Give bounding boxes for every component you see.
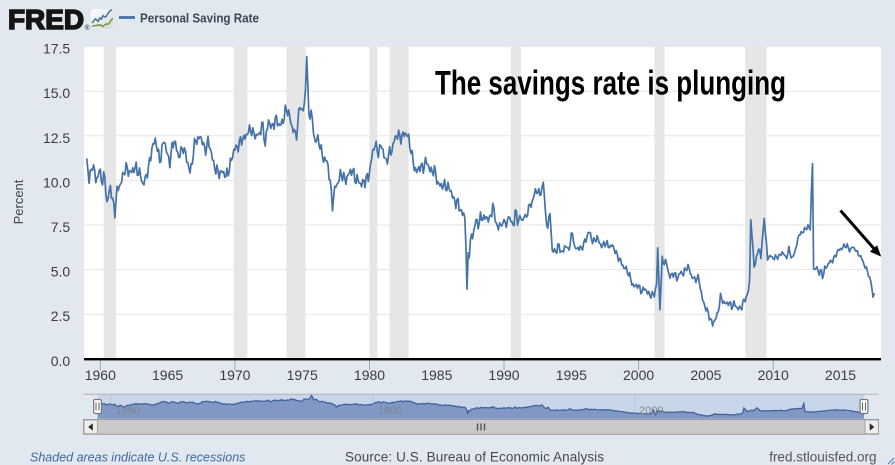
svg-text:®: ® xyxy=(85,24,91,32)
svg-text:17.5: 17.5 xyxy=(43,41,70,57)
svg-text:2000: 2000 xyxy=(639,405,663,417)
svg-text:FRED: FRED xyxy=(8,4,84,35)
svg-text:5.0: 5.0 xyxy=(51,264,71,280)
svg-text:The savings rate is plunging: The savings rate is plunging xyxy=(435,65,786,103)
svg-text:1995: 1995 xyxy=(556,367,587,383)
svg-text:Source: U.S. Bureau of Economi: Source: U.S. Bureau of Economic Analysis xyxy=(345,450,604,465)
svg-text:1985: 1985 xyxy=(421,367,452,383)
svg-text:1990: 1990 xyxy=(488,367,519,383)
svg-text:2005: 2005 xyxy=(690,367,721,383)
svg-text:Percent: Percent xyxy=(11,179,26,224)
svg-text:2.5: 2.5 xyxy=(51,308,71,324)
svg-text:1965: 1965 xyxy=(152,367,183,383)
svg-text:1975: 1975 xyxy=(287,367,318,383)
svg-text:Shaded areas indicate U.S. rec: Shaded areas indicate U.S. recessions xyxy=(30,451,245,465)
svg-text:1980: 1980 xyxy=(354,367,385,383)
svg-text:1970: 1970 xyxy=(219,367,250,383)
svg-text:1960: 1960 xyxy=(116,405,140,417)
svg-text:12.5: 12.5 xyxy=(43,130,70,146)
svg-text:10.0: 10.0 xyxy=(43,174,70,190)
svg-text:2015: 2015 xyxy=(825,367,856,383)
svg-text:7.5: 7.5 xyxy=(51,219,71,235)
svg-text:0.0: 0.0 xyxy=(51,353,71,369)
svg-text:1980: 1980 xyxy=(378,405,402,417)
svg-text:1960: 1960 xyxy=(85,367,116,383)
svg-text:15.0: 15.0 xyxy=(43,85,70,101)
svg-text:2000: 2000 xyxy=(623,367,654,383)
svg-text:Personal Saving Rate: Personal Saving Rate xyxy=(140,11,259,26)
svg-text:2010: 2010 xyxy=(758,367,789,383)
svg-text:fred.stlouisfed.org: fred.stlouisfed.org xyxy=(769,450,876,465)
